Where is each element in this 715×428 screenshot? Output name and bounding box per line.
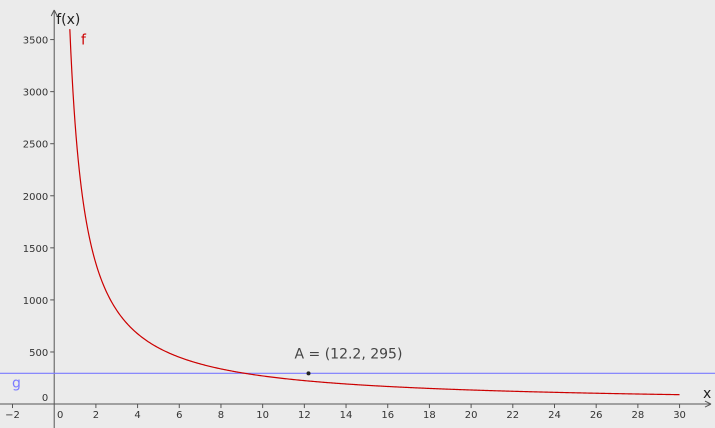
x-tick-label: 20 xyxy=(465,410,478,421)
point-a[interactable] xyxy=(306,371,311,376)
x-tick-label: 24 xyxy=(548,410,561,421)
x-tick-label: 16 xyxy=(381,410,394,421)
x-tick-label: 8 xyxy=(218,410,224,421)
series-layer xyxy=(0,29,715,396)
x-tick-label: 10 xyxy=(256,410,269,421)
x-tick-label: 6 xyxy=(176,410,182,421)
y-tick-label: 1500 xyxy=(23,244,48,255)
labels-layer: x f(x)f g A = (12.2, 295) xyxy=(12,12,711,402)
x-tick-label: 30 xyxy=(673,410,686,421)
y-axis-label: f(x) xyxy=(56,12,80,28)
x-axis-label: x xyxy=(703,386,711,402)
series-label-f: f xyxy=(81,33,87,49)
y-axis-arrow-icon xyxy=(50,9,58,17)
x-tick-label: 14 xyxy=(340,410,353,421)
y-tick-label: 1000 xyxy=(23,296,48,307)
x-tick-label: 26 xyxy=(590,410,603,421)
x-tick-label: 28 xyxy=(632,410,645,421)
y-tick-label: 0 xyxy=(42,393,48,404)
x-tick-label: 2 xyxy=(93,410,99,421)
series-label-g: g xyxy=(12,375,21,391)
curve-f[interactable] xyxy=(69,29,680,396)
y-tick-label: 3500 xyxy=(23,36,48,47)
axis-ticks: −2 0 2 4 6 8 10 12 14 16 18 20 22 24 26 28 3005001000150… xyxy=(5,36,686,421)
y-tick-label: 2500 xyxy=(23,140,48,151)
axes xyxy=(0,9,712,428)
point-a-label: A = (12.2, 295) xyxy=(295,346,403,362)
x-tick-label: 4 xyxy=(134,410,140,421)
y-tick-label: 2000 xyxy=(23,192,48,203)
x-tick-label: 12 xyxy=(298,410,311,421)
x-tick-label: 0 xyxy=(57,410,63,421)
x-tick-label: 22 xyxy=(506,410,519,421)
x-axis-arrow-icon xyxy=(704,400,712,408)
y-tick-label: 500 xyxy=(29,348,48,359)
y-tick-label: 3000 xyxy=(23,88,48,99)
x-tick-label: 18 xyxy=(423,410,436,421)
x-tick-label: −2 xyxy=(5,410,20,421)
